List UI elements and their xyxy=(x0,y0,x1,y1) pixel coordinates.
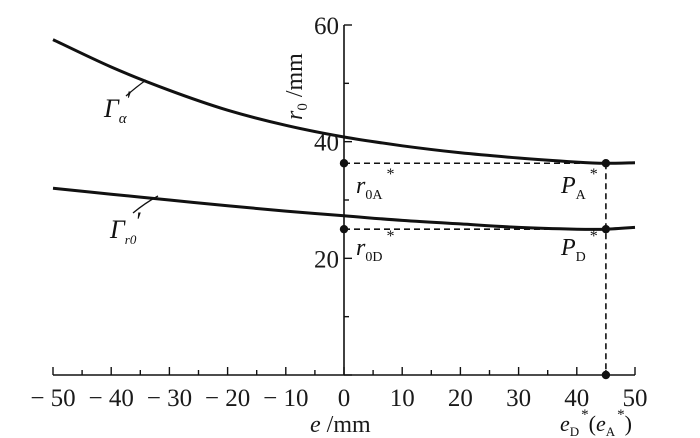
eD-eA-label: eD*(eA*) xyxy=(560,407,632,438)
x-tick-label-3: − 20 xyxy=(205,385,250,412)
eD-sub: D xyxy=(570,424,579,438)
r0D-sub: 0D xyxy=(365,250,382,265)
curve-gamma-r0 xyxy=(52,186,636,231)
eD-sup: * xyxy=(581,407,589,423)
x-tick-label-1: − 40 xyxy=(89,385,134,412)
curve-gamma-alpha xyxy=(52,38,636,165)
gamma-alpha-sub: α xyxy=(119,111,128,127)
x-tick-label-2: − 30 xyxy=(147,385,192,412)
gamma-alpha-main: Γ xyxy=(103,94,120,123)
tick-labels-group: − 50 − 40 − 30 − 20 − 10 0 10 20 30 40 50 20 40 60 xyxy=(30,13,647,412)
PD-label: PD * xyxy=(560,228,598,265)
PA-sub: A xyxy=(576,188,587,203)
PA-main: P xyxy=(560,173,576,199)
r0D-label: r0D * xyxy=(356,228,394,265)
point-r0D xyxy=(339,224,349,234)
r0A-sup: * xyxy=(386,166,394,183)
r0A-label: r0A* xyxy=(356,166,394,203)
PD-sup: * xyxy=(590,228,598,245)
y-tick-label-0: 20 xyxy=(314,246,339,273)
gamma-r0-label: Γr0′ xyxy=(109,207,142,247)
y-axis-title-unit: /mm xyxy=(282,53,308,103)
eD-main: e xyxy=(560,411,570,436)
curves-group xyxy=(52,38,636,231)
x-tick-label-6: 10 xyxy=(390,385,415,412)
point-PD xyxy=(601,224,611,234)
point-r0A xyxy=(339,159,349,168)
axes-group xyxy=(52,24,636,376)
eD-paren-close: ) xyxy=(625,411,632,436)
gamma-alpha-leader xyxy=(125,79,147,97)
r0A-sub: 0A xyxy=(365,188,383,203)
PD-sub: D xyxy=(576,250,586,265)
x-tick-label-7: 20 xyxy=(448,385,473,412)
eA-sub: A xyxy=(606,424,616,438)
x-axis-title-var: e xyxy=(310,412,321,438)
point-PA xyxy=(601,159,611,168)
r0D-main: r xyxy=(356,235,366,261)
eA-sup: * xyxy=(617,407,625,423)
PD-main: P xyxy=(560,235,576,261)
x-tick-label-0: − 50 xyxy=(30,385,75,412)
eA-main: e xyxy=(596,411,606,436)
gamma-r0-prime: ′ xyxy=(136,207,142,236)
x-tick-label-5: 0 xyxy=(338,385,351,412)
y-axis-title-sub: 0 xyxy=(295,103,311,111)
y-axis-title: r0 /mm xyxy=(282,53,311,120)
gamma-alpha-prime: ′ xyxy=(127,86,133,115)
PA-sup: * xyxy=(590,166,598,183)
guides-group xyxy=(339,159,611,380)
gamma-r0-leader xyxy=(132,195,159,214)
x-tick-label-8: 30 xyxy=(506,385,531,412)
gamma-r0-sub: r0 xyxy=(125,232,137,247)
r0A-main: r xyxy=(356,173,366,199)
x-tick-label-9: 40 xyxy=(564,385,589,412)
y-tick-label-1: 40 xyxy=(314,130,339,157)
y-tick-label-2: 60 xyxy=(314,13,339,40)
PA-label: PA* xyxy=(560,166,598,203)
eD-paren-open: ( xyxy=(589,411,596,436)
x-tick-label-4: − 10 xyxy=(263,385,308,412)
y-axis-title-var: r xyxy=(282,110,308,120)
gamma-alpha-label: Γα′ xyxy=(103,86,132,127)
point-eDeA xyxy=(601,370,611,380)
x-tick-label-10: 50 xyxy=(623,385,648,412)
gamma-r0-main: Γ xyxy=(109,215,126,244)
x-axis-title-unit: /mm xyxy=(321,412,371,438)
r0D-sup: * xyxy=(386,228,394,245)
x-axis-title: e /mm xyxy=(310,412,371,438)
